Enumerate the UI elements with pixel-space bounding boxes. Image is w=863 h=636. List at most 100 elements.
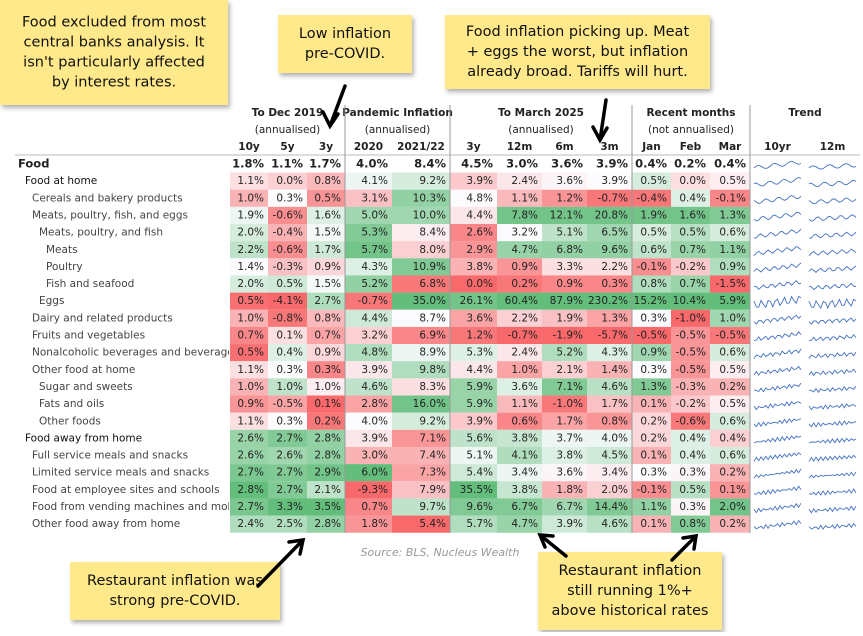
cell-value: 0.8%	[314, 175, 341, 187]
heat-cell	[345, 292, 392, 310]
heat-cell	[268, 344, 307, 362]
heat-cell	[542, 412, 587, 430]
heat-cell	[671, 206, 710, 225]
cell-value: 20.8%	[595, 209, 628, 221]
heat-cell	[587, 326, 632, 345]
cell-value: 0.6%	[719, 347, 746, 359]
note-line: Low inflation	[299, 26, 391, 42]
cell-value: 0.2%	[674, 157, 706, 171]
cell-value: 15.2%	[634, 295, 667, 307]
cell-value: 0.2%	[719, 381, 746, 393]
heat-cell	[497, 429, 542, 447]
column-header: 2021/22	[397, 141, 445, 153]
row-label: Poultry	[46, 261, 83, 273]
cell-value: 1.7%	[309, 157, 341, 171]
cell-value: 1.1%	[719, 244, 746, 256]
sparkline	[808, 179, 857, 187]
heat-cell	[710, 206, 750, 225]
heat-cell	[671, 258, 710, 276]
cell-value: 0.1%	[640, 398, 667, 410]
note-line: pre-COVID.	[305, 46, 385, 62]
cell-value: 0.3%	[276, 415, 303, 427]
heat-cell	[392, 309, 450, 327]
heat-cell	[542, 481, 587, 499]
heat-cell	[671, 378, 710, 396]
cell-value: 2.7%	[237, 501, 264, 513]
cell-value: -0.4%	[637, 192, 667, 204]
heat-cell	[497, 446, 542, 465]
heat-cell	[497, 189, 542, 207]
cell-value: 3.5%	[314, 501, 341, 513]
heat-cell	[632, 172, 671, 190]
cell-value: 3.4%	[511, 467, 538, 479]
cell-value: 1.6%	[314, 209, 341, 221]
cell-value: 0.5%	[314, 192, 341, 204]
heat-cell	[345, 498, 392, 516]
cell-value: 8.3%	[419, 381, 446, 393]
cell-value: 3.3%	[276, 501, 303, 513]
row-labels: Food Food at home Cereals and bakery produ…	[18, 157, 229, 531]
cell-value: 0.8%	[601, 415, 628, 427]
sparkline	[753, 160, 802, 169]
row-label: Other foods	[39, 415, 101, 427]
heat-cell	[450, 446, 497, 465]
column-header: 3y	[466, 141, 480, 153]
cell-value: 0.9%	[511, 261, 538, 273]
cell-value: 10.3%	[413, 192, 446, 204]
cell-value: 10.0%	[413, 209, 446, 221]
cell-value: 0.7%	[237, 330, 264, 342]
heat-cell	[587, 292, 632, 310]
cell-value: 4.8%	[466, 192, 493, 204]
cell-value: 3.2%	[361, 330, 388, 342]
arrows	[256, 84, 699, 588]
heat-cell	[632, 361, 671, 379]
cell-value: 3.6%	[556, 467, 583, 479]
cell-value: 1.1%	[271, 157, 303, 171]
cell-value: 0.3%	[640, 312, 667, 324]
cell-value: 0.2%	[511, 278, 538, 290]
heat-cell	[450, 378, 497, 396]
cell-value: 5.4%	[419, 518, 446, 530]
heat-cell	[345, 464, 392, 482]
cell-value: 2.7%	[276, 467, 303, 479]
heat-cell	[497, 326, 542, 345]
cell-value: 6.5%	[601, 227, 628, 239]
cell-value: 0.1%	[640, 450, 667, 462]
cell-value: 9.2%	[419, 415, 446, 427]
cell-value: 0.9%	[640, 347, 667, 359]
heat-cell	[307, 241, 345, 259]
sparkline	[753, 485, 802, 496]
heat-cell	[710, 515, 750, 533]
source: Source: BLS, Nucleus Wealth	[361, 546, 520, 559]
heat-cell	[268, 429, 307, 447]
heat-cell	[710, 189, 750, 207]
heat-cell	[392, 189, 450, 207]
heat-cell	[307, 206, 345, 225]
heat-cell	[587, 309, 632, 327]
heat-cell	[671, 189, 710, 207]
cell-value: -0.3%	[676, 381, 706, 393]
heat-cell	[450, 395, 497, 413]
cell-value: 3.9%	[596, 157, 628, 171]
cell-value: 2.7%	[237, 467, 264, 479]
heat-cell	[497, 412, 542, 430]
heat-cell	[542, 172, 587, 190]
heat-cell	[632, 498, 671, 516]
row-label: Eggs	[39, 295, 64, 307]
heat-cell	[542, 189, 587, 207]
cell-value: 6.9%	[419, 330, 446, 342]
heat-cell	[307, 378, 345, 396]
heat-cell	[587, 344, 632, 362]
heat-cell	[632, 189, 671, 207]
cell-value: 26.1%	[460, 295, 493, 307]
cell-value: 2.8%	[361, 398, 388, 410]
cell-value: 3.9%	[466, 415, 493, 427]
cell-value: 0.2%	[719, 467, 746, 479]
heat-cell	[587, 412, 632, 430]
heat-cell	[587, 395, 632, 413]
column-header: 12m	[507, 141, 533, 153]
heat-cell	[392, 515, 450, 533]
cell-value: 4.8%	[361, 347, 388, 359]
note-line: still running 1%+	[567, 583, 693, 599]
